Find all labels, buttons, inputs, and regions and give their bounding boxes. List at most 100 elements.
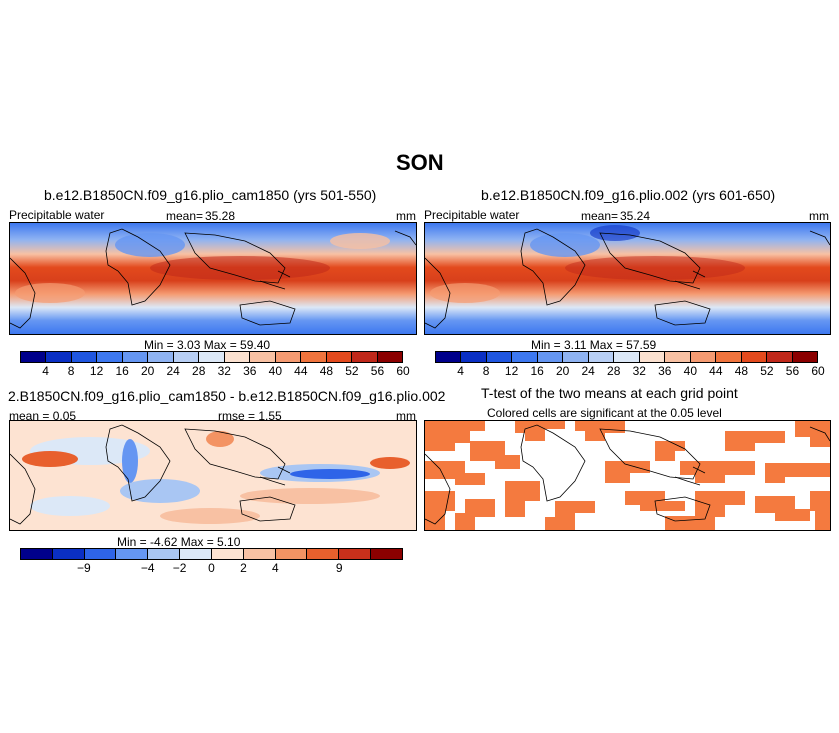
colorbar-tick-label: 56 bbox=[370, 364, 385, 378]
colorbar-tick-label: 12 bbox=[89, 364, 104, 378]
colorbar-tick-label: 60 bbox=[811, 364, 825, 378]
panel-c-minmax: Min = -4.62 Max = 5.10 bbox=[117, 535, 241, 549]
panel-a-units: mm bbox=[396, 209, 416, 223]
colorbar-tick-label: 4 bbox=[271, 561, 279, 575]
colorbar-swatch bbox=[180, 549, 212, 559]
colorbar-swatch bbox=[148, 352, 174, 362]
panel-a-map bbox=[9, 222, 417, 335]
colorbar-tick-label: 44 bbox=[709, 364, 723, 378]
panel-b-variable: Precipitable water bbox=[424, 208, 520, 222]
colorbar-swatch bbox=[436, 352, 462, 362]
colorbar-swatch bbox=[307, 549, 340, 559]
colorbar-tick-label: 24 bbox=[166, 364, 180, 378]
colorbar-swatch bbox=[377, 352, 403, 362]
colorbar-swatch bbox=[588, 352, 615, 362]
colorbar-tick-label: 52 bbox=[760, 364, 774, 378]
panel-b-mean-value: 35.24 bbox=[620, 209, 651, 223]
colorbar-tick-label: 32 bbox=[632, 364, 646, 378]
colorbar-tick-label: 8 bbox=[482, 364, 490, 378]
panel-a-mean-value: 35.28 bbox=[205, 209, 236, 223]
colorbar-swatch bbox=[326, 352, 353, 362]
colorbar-swatch bbox=[148, 549, 181, 559]
colorbar-tick-label: 28 bbox=[607, 364, 621, 378]
colorbar-swatch bbox=[301, 352, 327, 362]
panel-a-minmax: Min = 3.03 Max = 59.40 bbox=[144, 338, 271, 352]
colorbar-swatch bbox=[767, 352, 793, 362]
colorbar-swatch bbox=[97, 352, 123, 362]
colorbar-swatch bbox=[173, 352, 200, 362]
colorbar-tick-label: 48 bbox=[734, 364, 749, 378]
colorbar-swatch bbox=[371, 549, 402, 559]
colorbar-swatch bbox=[352, 352, 378, 362]
colorbar-swatch bbox=[122, 352, 149, 362]
colorbar-tick-label: 9 bbox=[335, 561, 343, 575]
panel-b-title: b.e12.B1850CN.f09_g16.plio.002 (yrs 601-… bbox=[481, 187, 776, 203]
colorbar-tick-label: −2 bbox=[172, 561, 187, 575]
panel-c-mean: mean = 0.05 bbox=[9, 409, 77, 423]
colorbar-tick-label: 48 bbox=[319, 364, 334, 378]
panel-d-subtitle: Colored cells are significant at the 0.0… bbox=[487, 406, 722, 420]
colorbar-swatch bbox=[339, 549, 372, 559]
colorbar-tick-label: 56 bbox=[785, 364, 800, 378]
colorbar-swatch bbox=[52, 549, 85, 559]
colorbar-swatch bbox=[716, 352, 742, 362]
colorbar-tick-label: 36 bbox=[658, 364, 672, 378]
colorbar-tick-label: 32 bbox=[217, 364, 231, 378]
figure-title: SON bbox=[396, 150, 444, 175]
panel-b-colorbar bbox=[435, 351, 818, 363]
panel-b-map bbox=[424, 222, 831, 335]
panel-b-units: mm bbox=[809, 209, 829, 223]
panel-a-mean-label: mean= bbox=[166, 209, 204, 223]
colorbar-swatch bbox=[690, 352, 717, 362]
colorbar-swatch bbox=[46, 352, 72, 362]
colorbar-tick-label: 8 bbox=[67, 364, 75, 378]
colorbar-swatch bbox=[199, 352, 225, 362]
panel-d-map bbox=[424, 420, 831, 531]
colorbar-swatch bbox=[639, 352, 666, 362]
colorbar-swatch bbox=[21, 549, 53, 559]
colorbar-swatch bbox=[211, 549, 244, 559]
panel-c-rmse: rmse = 1.55 bbox=[218, 409, 282, 423]
colorbar-tick-label: 52 bbox=[345, 364, 359, 378]
colorbar-swatch bbox=[275, 352, 302, 362]
colorbar-swatch bbox=[792, 352, 818, 362]
colorbar-swatch bbox=[537, 352, 564, 362]
colorbar-tick-label: 4 bbox=[42, 364, 49, 378]
panel-b-minmax: Min = 3.11 Max = 57.59 bbox=[531, 338, 657, 352]
colorbar-tick-label: 40 bbox=[268, 364, 283, 378]
colorbar-tick-label: 0 bbox=[208, 561, 215, 575]
colorbar-tick-label: −4 bbox=[140, 561, 155, 575]
colorbar-swatch bbox=[21, 352, 47, 362]
colorbar-tick-label: 12 bbox=[504, 364, 519, 378]
colorbar-tick-label: 40 bbox=[683, 364, 698, 378]
colorbar-tick-label: 28 bbox=[192, 364, 206, 378]
colorbar-swatch bbox=[741, 352, 768, 362]
colorbar-swatch bbox=[250, 352, 276, 362]
panel-c-map bbox=[9, 420, 417, 531]
colorbar-swatch bbox=[243, 549, 276, 559]
colorbar-tick-label: 36 bbox=[243, 364, 257, 378]
colorbar-tick-label: 44 bbox=[294, 364, 308, 378]
panel-a-variable: Precipitable water bbox=[9, 208, 105, 222]
panel-a-title: b.e12.B1850CN.f09_g16.plio_cam1850 (yrs … bbox=[44, 187, 377, 203]
panel-b-mean-label: mean= bbox=[581, 209, 619, 223]
colorbar-swatch bbox=[275, 549, 308, 559]
colorbar-swatch bbox=[512, 352, 538, 362]
colorbar-tick-label: 16 bbox=[530, 364, 544, 378]
panel-c-units: mm bbox=[396, 409, 416, 423]
colorbar-tick-label: 24 bbox=[581, 364, 595, 378]
colorbar-tick-label: 20 bbox=[140, 364, 155, 378]
colorbar-tick-label: 20 bbox=[555, 364, 570, 378]
colorbar-swatch bbox=[614, 352, 640, 362]
colorbar-swatch bbox=[71, 352, 98, 362]
panel-a-colorbar bbox=[20, 351, 403, 363]
panel-d-title: T-test of the two means at each grid poi… bbox=[481, 385, 738, 401]
panel-c-title: 2.B1850CN.f09_g16.plio_cam1850 - b.e12.B… bbox=[8, 388, 446, 404]
colorbar-tick-label: 2 bbox=[240, 561, 247, 575]
colorbar-tick-label: 60 bbox=[396, 364, 410, 378]
colorbar-tick-label: 4 bbox=[457, 364, 464, 378]
colorbar-swatch bbox=[116, 549, 149, 559]
colorbar-swatch bbox=[486, 352, 513, 362]
panel-c-colorbar bbox=[20, 548, 403, 560]
colorbar-tick-label: 16 bbox=[115, 364, 129, 378]
